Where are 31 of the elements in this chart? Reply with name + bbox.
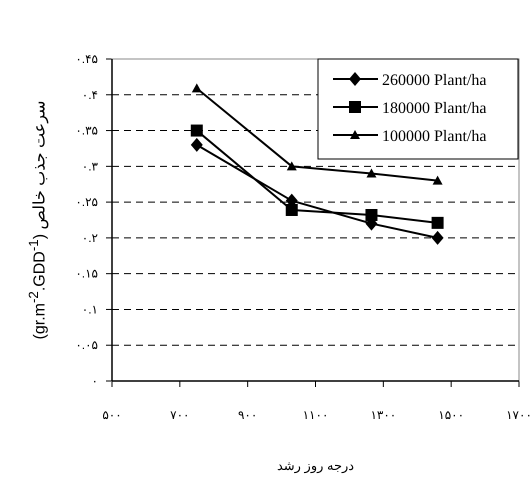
x-tick-label: ۱۷۰۰ — [506, 408, 532, 422]
x-tick-label: ۱۵۰۰ — [438, 408, 464, 422]
point — [190, 124, 203, 137]
x-tick-label: ۷۰۰ — [170, 408, 190, 422]
x-tick-label: ۹۰۰ — [238, 408, 258, 422]
point — [432, 176, 443, 185]
y-tick-label: ۰.۳ — [82, 159, 99, 174]
x-tick-label: ۱۳۰۰ — [370, 408, 396, 422]
y-tick-label: ۰.۰۵ — [75, 338, 98, 352]
y-tick-label: ۰.۴ — [82, 88, 98, 102]
y-tick-label: ۰.۱ — [82, 302, 98, 316]
x-axis-title: درجه روز رشد — [276, 458, 354, 474]
legend-label: 100000 Plant/ha — [382, 128, 486, 145]
y-tick-label: ۰.۲۵ — [75, 195, 98, 210]
legend-label: 260000 Plant/ha — [382, 72, 486, 89]
point — [286, 204, 298, 216]
point — [366, 168, 376, 178]
point — [192, 83, 202, 92]
point — [286, 161, 297, 170]
y-tick-label: ۰.۱۵ — [75, 266, 98, 281]
x-tick-label: ۱۱۰۰ — [302, 408, 328, 422]
x-tick-label: ۵۰۰ — [102, 408, 122, 422]
y-tick-label: ۰ — [92, 374, 98, 388]
point — [432, 230, 444, 245]
legend-label: 180000 Plant/ha — [382, 100, 486, 117]
point — [365, 208, 378, 221]
point — [432, 216, 444, 229]
y-tick-label: ۰.۳۵ — [75, 124, 98, 138]
y-tick-label: ۰.۴۵ — [75, 52, 98, 66]
point — [190, 138, 203, 152]
y-tick-label: ۰.۲ — [82, 230, 98, 245]
